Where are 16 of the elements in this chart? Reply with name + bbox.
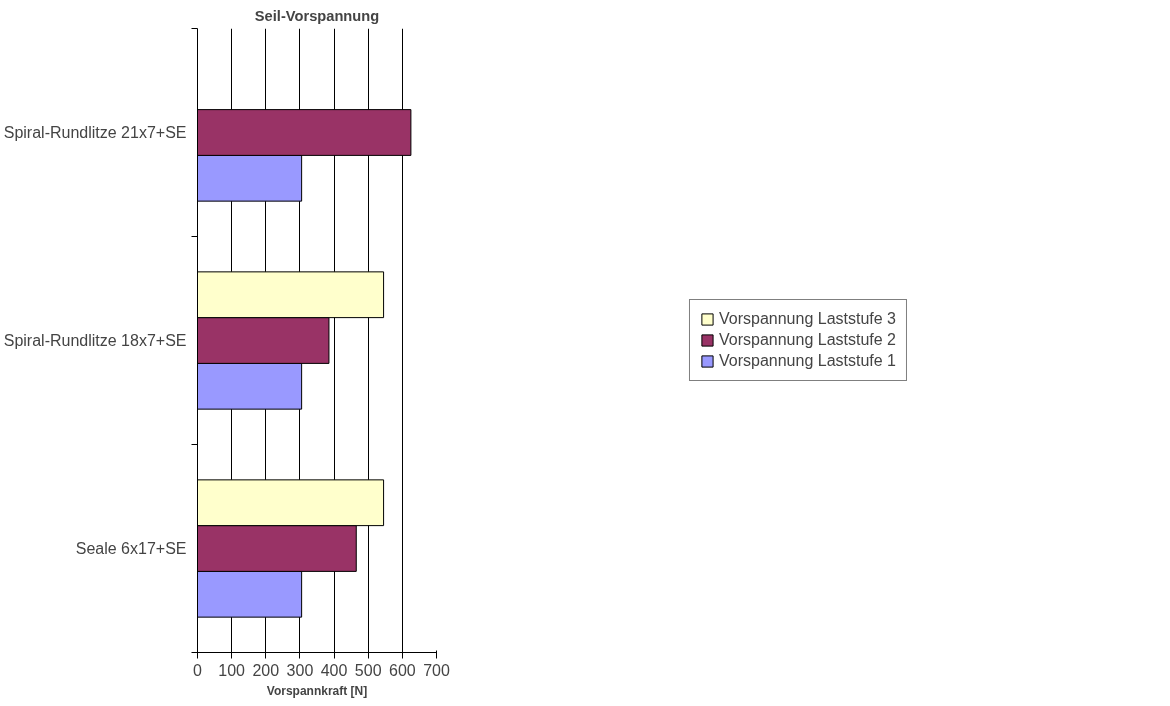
x-tick-label: 600 (389, 661, 416, 679)
x-tick-label: 400 (320, 661, 348, 679)
legend-label: Vorspannung Laststufe 3 (718, 310, 897, 328)
y-tick-label: Spiral-Rundlitze 21x7+SE (3, 124, 187, 141)
x-tick-label: 0 (193, 661, 203, 679)
x-tick-label: 700 (423, 661, 450, 679)
legend-label: Vorspannung Laststufe 2 (718, 331, 897, 349)
x-tick-label: 200 (252, 661, 280, 679)
x-tick-label: 500 (354, 661, 382, 679)
x-axis-title: Vorspannkraft [N] (266, 683, 368, 698)
x-tick-label: 300 (286, 661, 314, 679)
y-tick-label: Spiral-Rundlitze 18x7+SE (3, 332, 187, 349)
x-tick-label: 100 (218, 661, 246, 679)
y-tick-label: Seale 6x17+SE (75, 540, 187, 557)
legend-label: Vorspannung Laststufe 1 (718, 352, 897, 370)
chart-title: Seil-Vorspannung (254, 7, 380, 24)
